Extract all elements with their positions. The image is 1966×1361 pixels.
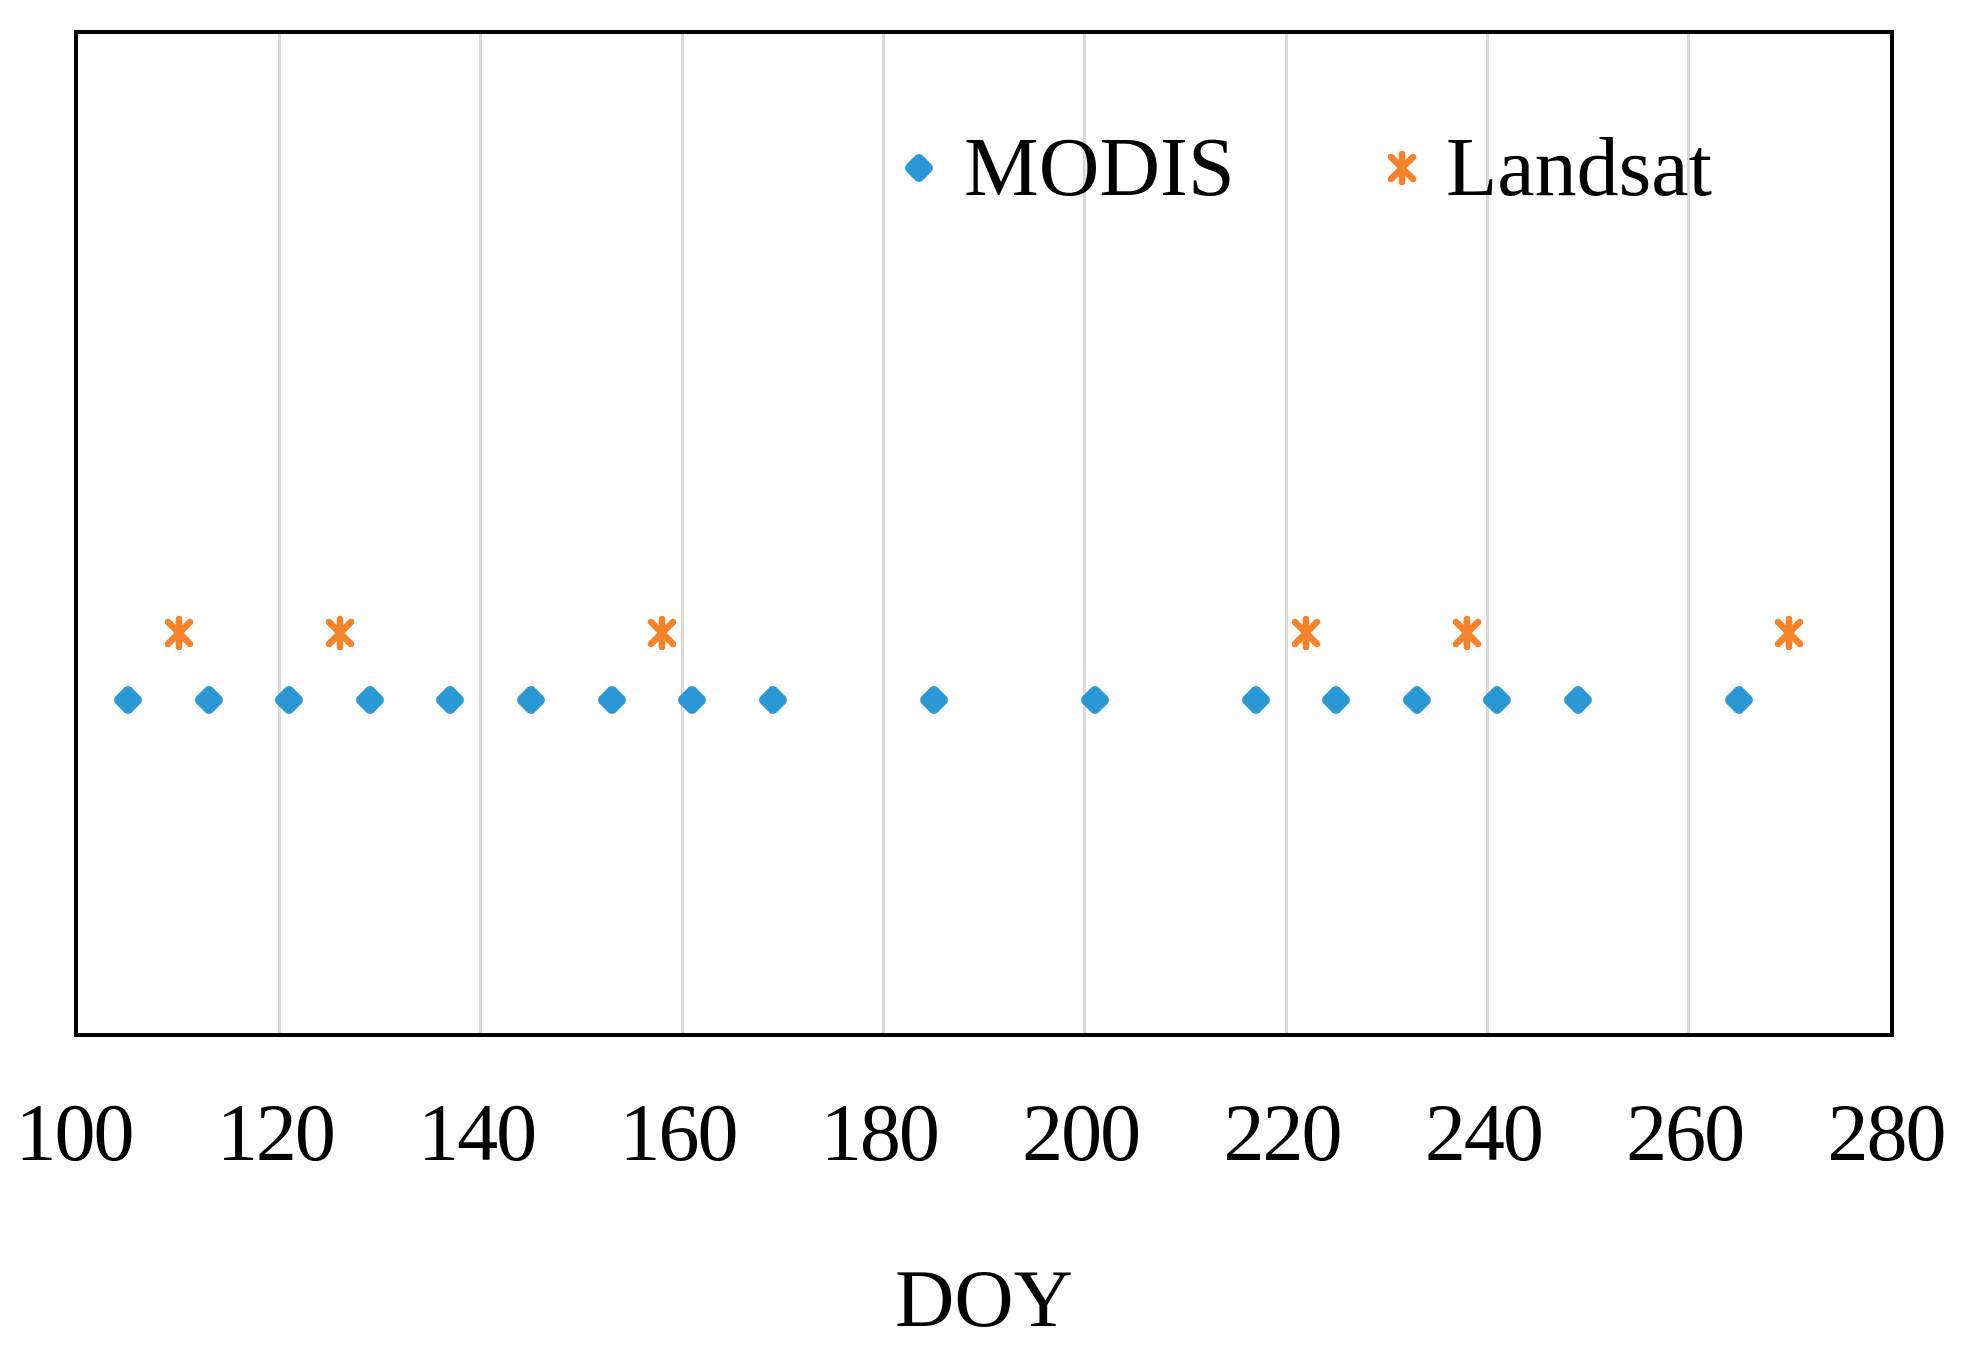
legend-item-modis: MODIS — [902, 126, 1235, 210]
diamond-icon — [758, 686, 787, 714]
x-tick-label-160: 160 — [619, 1087, 739, 1178]
diamond-icon — [436, 686, 465, 714]
modis-point-doy-129 — [353, 683, 387, 717]
landsat-point-doy-110 — [163, 616, 195, 651]
gridline-x-220 — [1284, 34, 1288, 1033]
gridline-x-180 — [881, 34, 885, 1033]
modis-point-doy-161 — [675, 683, 709, 717]
gridline-x-240 — [1485, 34, 1489, 1033]
diamond-icon — [919, 686, 948, 714]
x-tick-label-240: 240 — [1424, 1087, 1544, 1178]
diamond-icon — [195, 686, 223, 714]
modis-point-doy-137 — [433, 683, 467, 717]
diamond-icon — [1483, 686, 1512, 714]
x-tick-label-140: 140 — [418, 1087, 537, 1178]
gridline-x-260 — [1687, 34, 1691, 1033]
modis-point-doy-241 — [1480, 683, 1514, 717]
diamond-icon — [1241, 686, 1270, 714]
gridline-x-160 — [680, 34, 684, 1033]
modis-point-doy-201 — [1078, 683, 1112, 717]
legend-item-landsat: Landsat — [1386, 126, 1712, 210]
diamond-icon — [517, 686, 545, 714]
star-x-icon — [1291, 616, 1321, 651]
modis-point-doy-265 — [1722, 683, 1756, 717]
x-axis-tick-labels: 100 120 140 160 180 200 220 240 260 280 — [16, 1087, 1947, 1202]
diamond-icon — [1322, 686, 1351, 714]
star-x-icon — [1452, 616, 1482, 651]
star-x-icon — [1775, 616, 1804, 651]
legend: MODIS Landsat — [78, 126, 1890, 216]
x-tick-label-280: 280 — [1827, 1087, 1947, 1178]
diamond-icon — [905, 154, 933, 182]
diamond-icon — [1080, 686, 1109, 714]
landsat-point-doy-158 — [646, 616, 678, 651]
star-x-icon — [164, 616, 193, 651]
diamond-icon — [678, 686, 706, 714]
x-tick-label-180: 180 — [820, 1087, 940, 1178]
plot-inner: MODIS Landsat — [78, 34, 1890, 1033]
diamond-icon — [275, 686, 304, 714]
modis-point-doy-233 — [1400, 683, 1434, 717]
plot-area: MODIS Landsat — [74, 30, 1894, 1037]
modis-point-doy-225 — [1319, 683, 1353, 717]
x-tick-label-120: 120 — [216, 1087, 336, 1178]
modis-point-doy-105 — [111, 683, 145, 717]
diamond-icon — [597, 686, 626, 714]
landsat-point-doy-126 — [324, 616, 356, 651]
landsat-point-doy-222 — [1290, 616, 1322, 651]
star-x-icon — [325, 616, 355, 651]
x-axis-title: DOY — [895, 1253, 1073, 1344]
modis-point-doy-217 — [1239, 683, 1273, 717]
diamond-icon — [356, 686, 384, 714]
star-x-icon — [647, 616, 677, 651]
gridline-x-200 — [1083, 34, 1087, 1033]
x-tick-label-100: 100 — [15, 1087, 135, 1178]
diamond-icon — [1564, 686, 1592, 714]
modis-point-doy-249 — [1561, 683, 1595, 717]
modis-point-doy-153 — [595, 683, 629, 717]
modis-point-doy-169 — [756, 683, 790, 717]
gridline-x-120 — [277, 34, 281, 1033]
legend-label-modis: MODIS — [964, 121, 1235, 214]
diamond-icon — [1725, 686, 1753, 714]
modis-point-doy-113 — [192, 683, 226, 717]
landsat-point-doy-270 — [1773, 616, 1805, 651]
modis-point-doy-185 — [917, 683, 951, 717]
x-tick-label-200: 200 — [1022, 1087, 1141, 1178]
landsat-point-doy-238 — [1451, 616, 1483, 651]
diamond-icon — [1403, 686, 1431, 714]
diamond-icon — [114, 686, 143, 714]
x-tick-label-260: 260 — [1626, 1087, 1745, 1178]
star-x-icon — [1387, 151, 1417, 185]
gridline-x-140 — [479, 34, 483, 1033]
modis-point-doy-121 — [272, 683, 306, 717]
modis-point-doy-145 — [514, 683, 548, 717]
x-tick-label-220: 220 — [1223, 1087, 1343, 1178]
